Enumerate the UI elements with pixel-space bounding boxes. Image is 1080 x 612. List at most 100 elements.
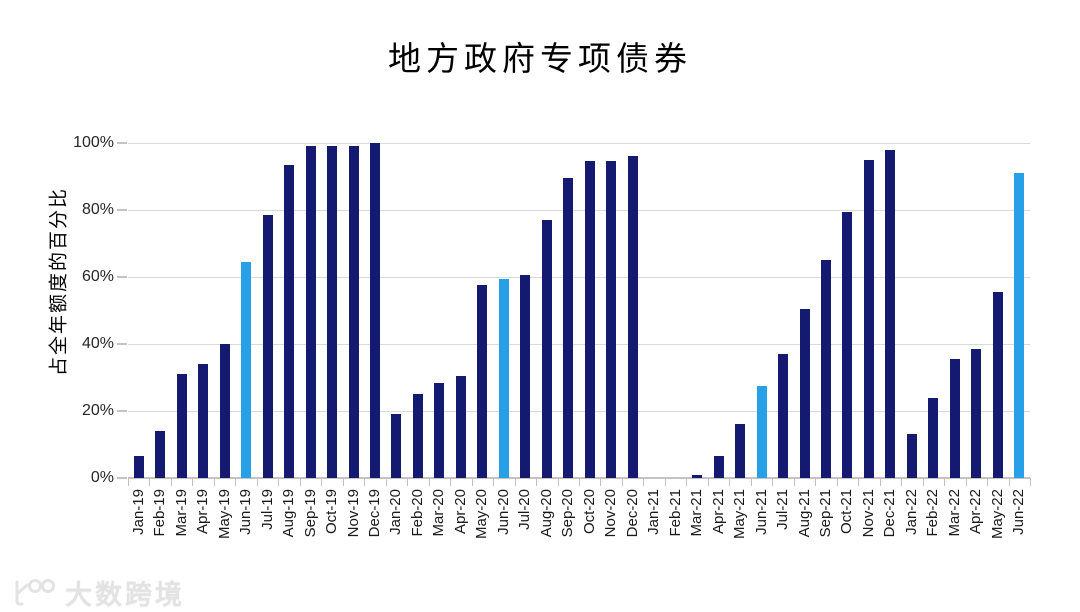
y-tick-mark	[117, 343, 127, 345]
x-tick-mark	[493, 478, 495, 486]
x-tick-label-Sep-21: Sep-21	[816, 489, 834, 538]
bar-Mar-22	[949, 359, 960, 478]
y-tick-mark	[117, 142, 127, 144]
x-tick-mark	[664, 478, 666, 486]
x-tick-mark	[213, 478, 215, 486]
bar-Dec-20	[627, 156, 638, 478]
x-tick-label-Oct-19: Oct-19	[323, 489, 341, 535]
x-tick-label-Feb-19: Feb-19	[151, 489, 169, 537]
x-tick-label-Apr-22: Apr-22	[967, 489, 985, 535]
x-tick-mark	[278, 478, 280, 486]
y-tick-label-60%: 60%	[81, 268, 114, 285]
bar-Mar-19	[176, 374, 187, 478]
bar-Feb-19	[155, 431, 166, 478]
bar-Feb-20	[412, 394, 423, 478]
gridline-40pct	[128, 344, 1030, 345]
bar-Jan-19	[133, 456, 144, 478]
x-tick-mark	[858, 478, 860, 486]
x-tick-mark	[579, 478, 580, 486]
x-tick-label-Nov-21: Nov-21	[859, 489, 877, 538]
y-tick-label-40%: 40%	[81, 335, 114, 352]
bar-Apr-22	[971, 349, 982, 478]
bar-May-19	[219, 344, 230, 478]
bar-Sep-19	[305, 146, 316, 478]
y-tick-label-100%: 100%	[73, 134, 114, 151]
x-tick-mark	[342, 478, 344, 486]
x-tick-label-Jun-21: Jun-21	[752, 489, 770, 535]
bar-Mar-20	[434, 382, 445, 478]
y-tick-mark	[117, 477, 127, 479]
x-tick-label-Aug-20: Aug-20	[537, 489, 555, 538]
x-tick-mark	[686, 478, 688, 486]
x-tick-mark	[707, 478, 709, 486]
bar-Apr-21	[713, 456, 724, 478]
bar-Dec-21	[885, 149, 896, 478]
gridline-60pct	[128, 277, 1030, 278]
x-tick-label-Nov-20: Nov-20	[602, 489, 620, 538]
bar-Oct-19	[327, 146, 338, 478]
x-tick-mark	[536, 478, 538, 486]
x-tick-mark	[192, 478, 194, 486]
x-tick-label-Oct-21: Oct-21	[838, 489, 856, 535]
x-tick-label-Apr-21: Apr-21	[709, 489, 727, 535]
bar-May-20	[477, 285, 488, 478]
bar-Dec-19	[369, 143, 380, 478]
x-tick-label-Sep-19: Sep-19	[301, 489, 319, 538]
x-tick-label-Mar-22: Mar-22	[945, 489, 963, 537]
x-tick-mark	[1030, 478, 1031, 486]
x-tick-label-Mar-21: Mar-21	[688, 489, 706, 537]
y-tick-label-20%: 20%	[81, 402, 114, 419]
x-tick-mark	[1008, 478, 1010, 486]
x-tick-label-Jun-20: Jun-20	[494, 489, 512, 535]
bar-Mar-21	[692, 474, 703, 478]
x-tick-label-Aug-21: Aug-21	[795, 489, 813, 538]
x-tick-label-May-22: May-22	[988, 489, 1006, 540]
bar-Aug-20	[541, 220, 552, 478]
x-tick-label-Dec-19: Dec-19	[365, 489, 383, 538]
bar-Jun-22	[1014, 173, 1025, 478]
x-tick-mark	[643, 478, 645, 486]
x-tick-mark	[772, 478, 774, 486]
bar-Jun-19	[241, 261, 252, 478]
gridline-100pct	[128, 143, 1030, 144]
gridline-20pct	[128, 411, 1030, 412]
x-tick-mark	[364, 478, 366, 486]
bar-Jan-20	[391, 414, 402, 478]
x-tick-label-Jan-21: Jan-21	[645, 489, 663, 535]
bar-Feb-22	[928, 397, 939, 478]
x-tick-mark	[815, 478, 817, 486]
x-tick-mark	[879, 478, 881, 486]
bar-Jul-21	[778, 354, 789, 478]
bar-Jan-22	[906, 434, 917, 478]
bar-Aug-21	[799, 308, 810, 478]
x-tick-mark	[600, 478, 602, 486]
x-tick-mark	[557, 478, 559, 486]
x-tick-mark	[514, 478, 516, 486]
x-tick-mark	[170, 478, 172, 486]
bar-Oct-21	[842, 211, 853, 478]
x-tick-mark	[450, 478, 452, 486]
x-tick-label-Jan-20: Jan-20	[387, 489, 405, 535]
x-tick-mark	[729, 478, 731, 486]
x-tick-label-Apr-20: Apr-20	[451, 489, 469, 535]
x-tick-label-Feb-22: Feb-22	[924, 489, 942, 537]
y-tick-label-0%: 0%	[90, 469, 114, 486]
x-tick-label-Jul-21: Jul-21	[774, 489, 792, 530]
x-tick-mark	[944, 478, 946, 486]
bar-Apr-19	[198, 364, 209, 478]
bar-Oct-20	[584, 161, 595, 478]
bar-Apr-20	[455, 375, 466, 478]
x-tick-mark	[965, 478, 967, 486]
bar-Jul-19	[262, 215, 273, 478]
x-tick-label-Apr-19: Apr-19	[194, 489, 212, 535]
x-tick-label-Dec-20: Dec-20	[623, 489, 641, 538]
x-tick-mark	[256, 478, 258, 486]
bar-Nov-21	[863, 159, 874, 478]
x-tick-label-Nov-19: Nov-19	[344, 489, 362, 538]
x-tick-label-Jun-19: Jun-19	[237, 489, 255, 535]
bar-Sep-21	[820, 260, 831, 478]
x-tick-mark	[149, 478, 151, 486]
x-tick-mark	[299, 478, 301, 486]
dashukuajing-logo-icon	[15, 578, 55, 606]
watermark-text: 大数跨境	[65, 580, 185, 610]
